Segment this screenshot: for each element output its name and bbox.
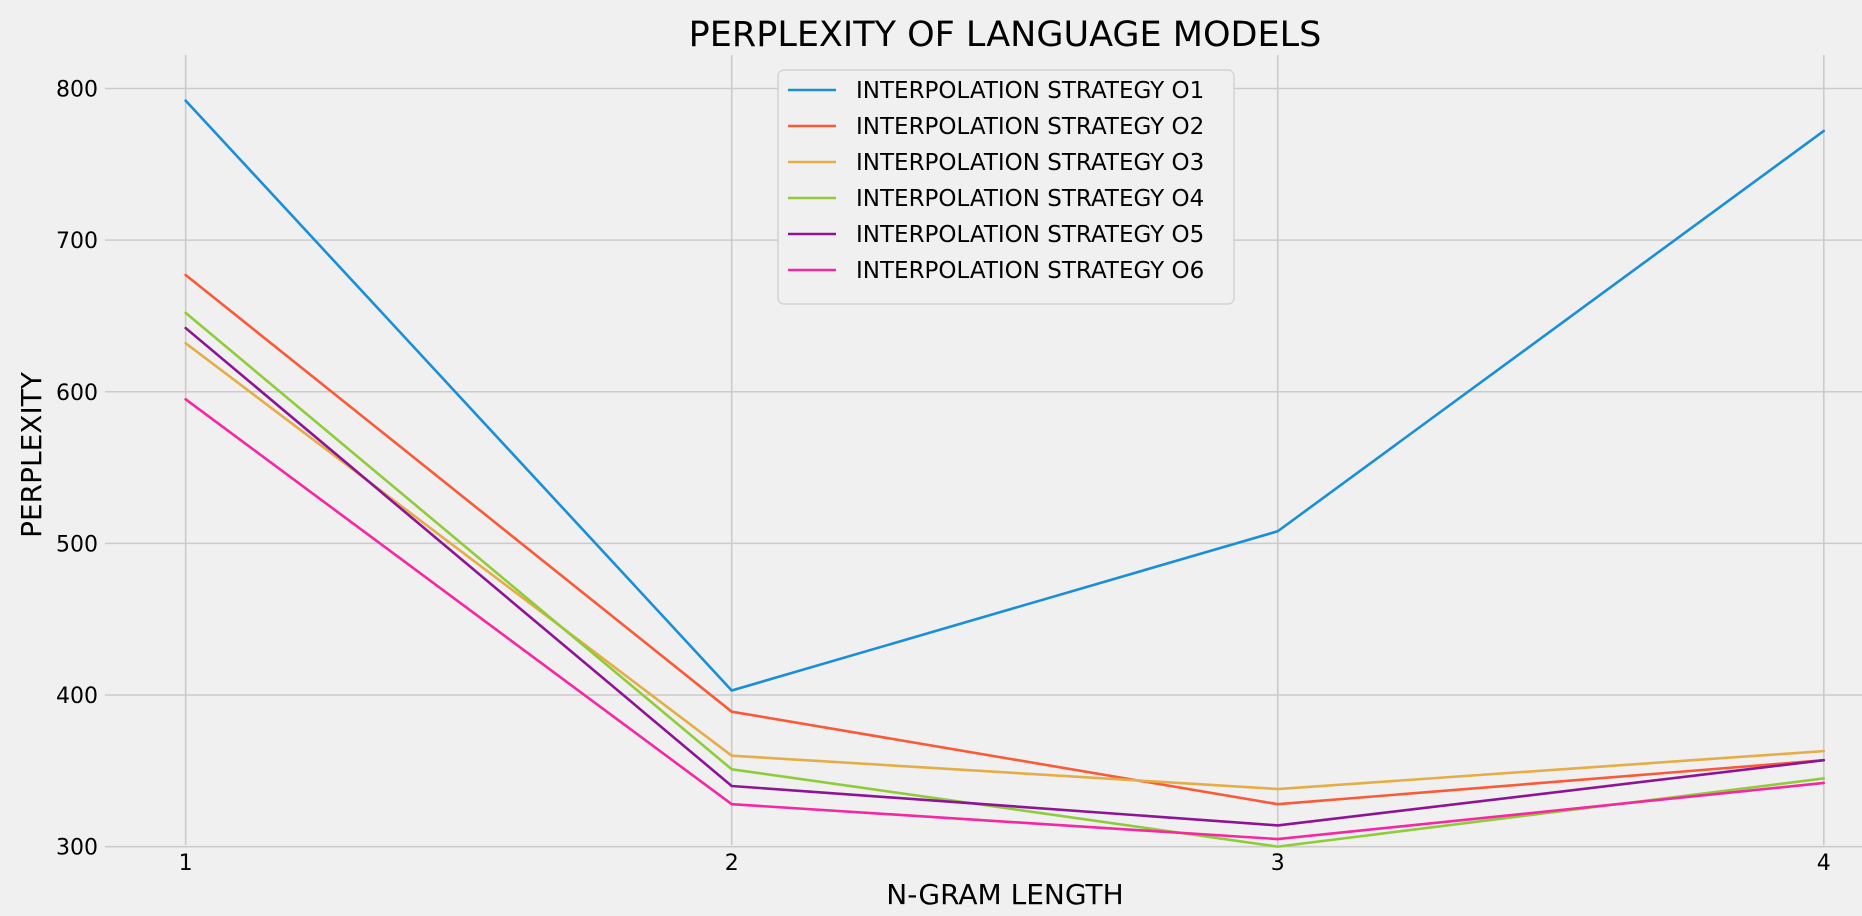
legend-entry: INTERPOLATION STRATEGY O2 — [856, 114, 1204, 140]
y-tick-label: 300 — [56, 836, 98, 861]
series-line-1 — [184, 99, 1826, 692]
y-tick-label: 700 — [56, 229, 98, 254]
y-tick-label: 400 — [56, 684, 98, 709]
legend-box — [777, 69, 1235, 305]
x-tick-label: 1 — [179, 851, 193, 876]
legend-entry: INTERPOLATION STRATEGY O3 — [856, 150, 1204, 176]
y-tick-label: 800 — [56, 77, 98, 102]
legend-entry: INTERPOLATION STRATEGY O6 — [856, 258, 1204, 284]
x-tick-label: 3 — [1271, 851, 1285, 876]
series-line-3 — [184, 341, 1826, 791]
y-tick-labels: 300 400 500 600 700 800 — [56, 77, 98, 860]
series-line-4 — [184, 311, 1826, 848]
x-axis-label: N-GRAM LENGTH — [886, 878, 1123, 911]
series-line-6 — [184, 398, 1826, 841]
y-tick-label: 500 — [56, 532, 98, 557]
y-axis-label: PERPLEXITY — [15, 371, 48, 538]
x-tick-labels: 1 2 3 4 — [179, 851, 1831, 876]
y-tick-label: 600 — [56, 381, 98, 406]
chart-title: PERPLEXITY OF LANGUAGE MODELS — [689, 15, 1322, 55]
x-tick-label: 2 — [725, 851, 739, 876]
legend-entry: INTERPOLATION STRATEGY O4 — [856, 186, 1204, 212]
series-line-2 — [184, 273, 1826, 806]
legend-entry: INTERPOLATION STRATEGY O5 — [856, 222, 1204, 248]
x-tick-label: 4 — [1817, 851, 1831, 876]
series-line-5 — [184, 326, 1826, 827]
legend-entry: INTERPOLATION STRATEGY O1 — [856, 78, 1204, 104]
legend: INTERPOLATION STRATEGY O1 INTERPOLATION S… — [777, 69, 1235, 305]
series-lines — [184, 99, 1826, 848]
